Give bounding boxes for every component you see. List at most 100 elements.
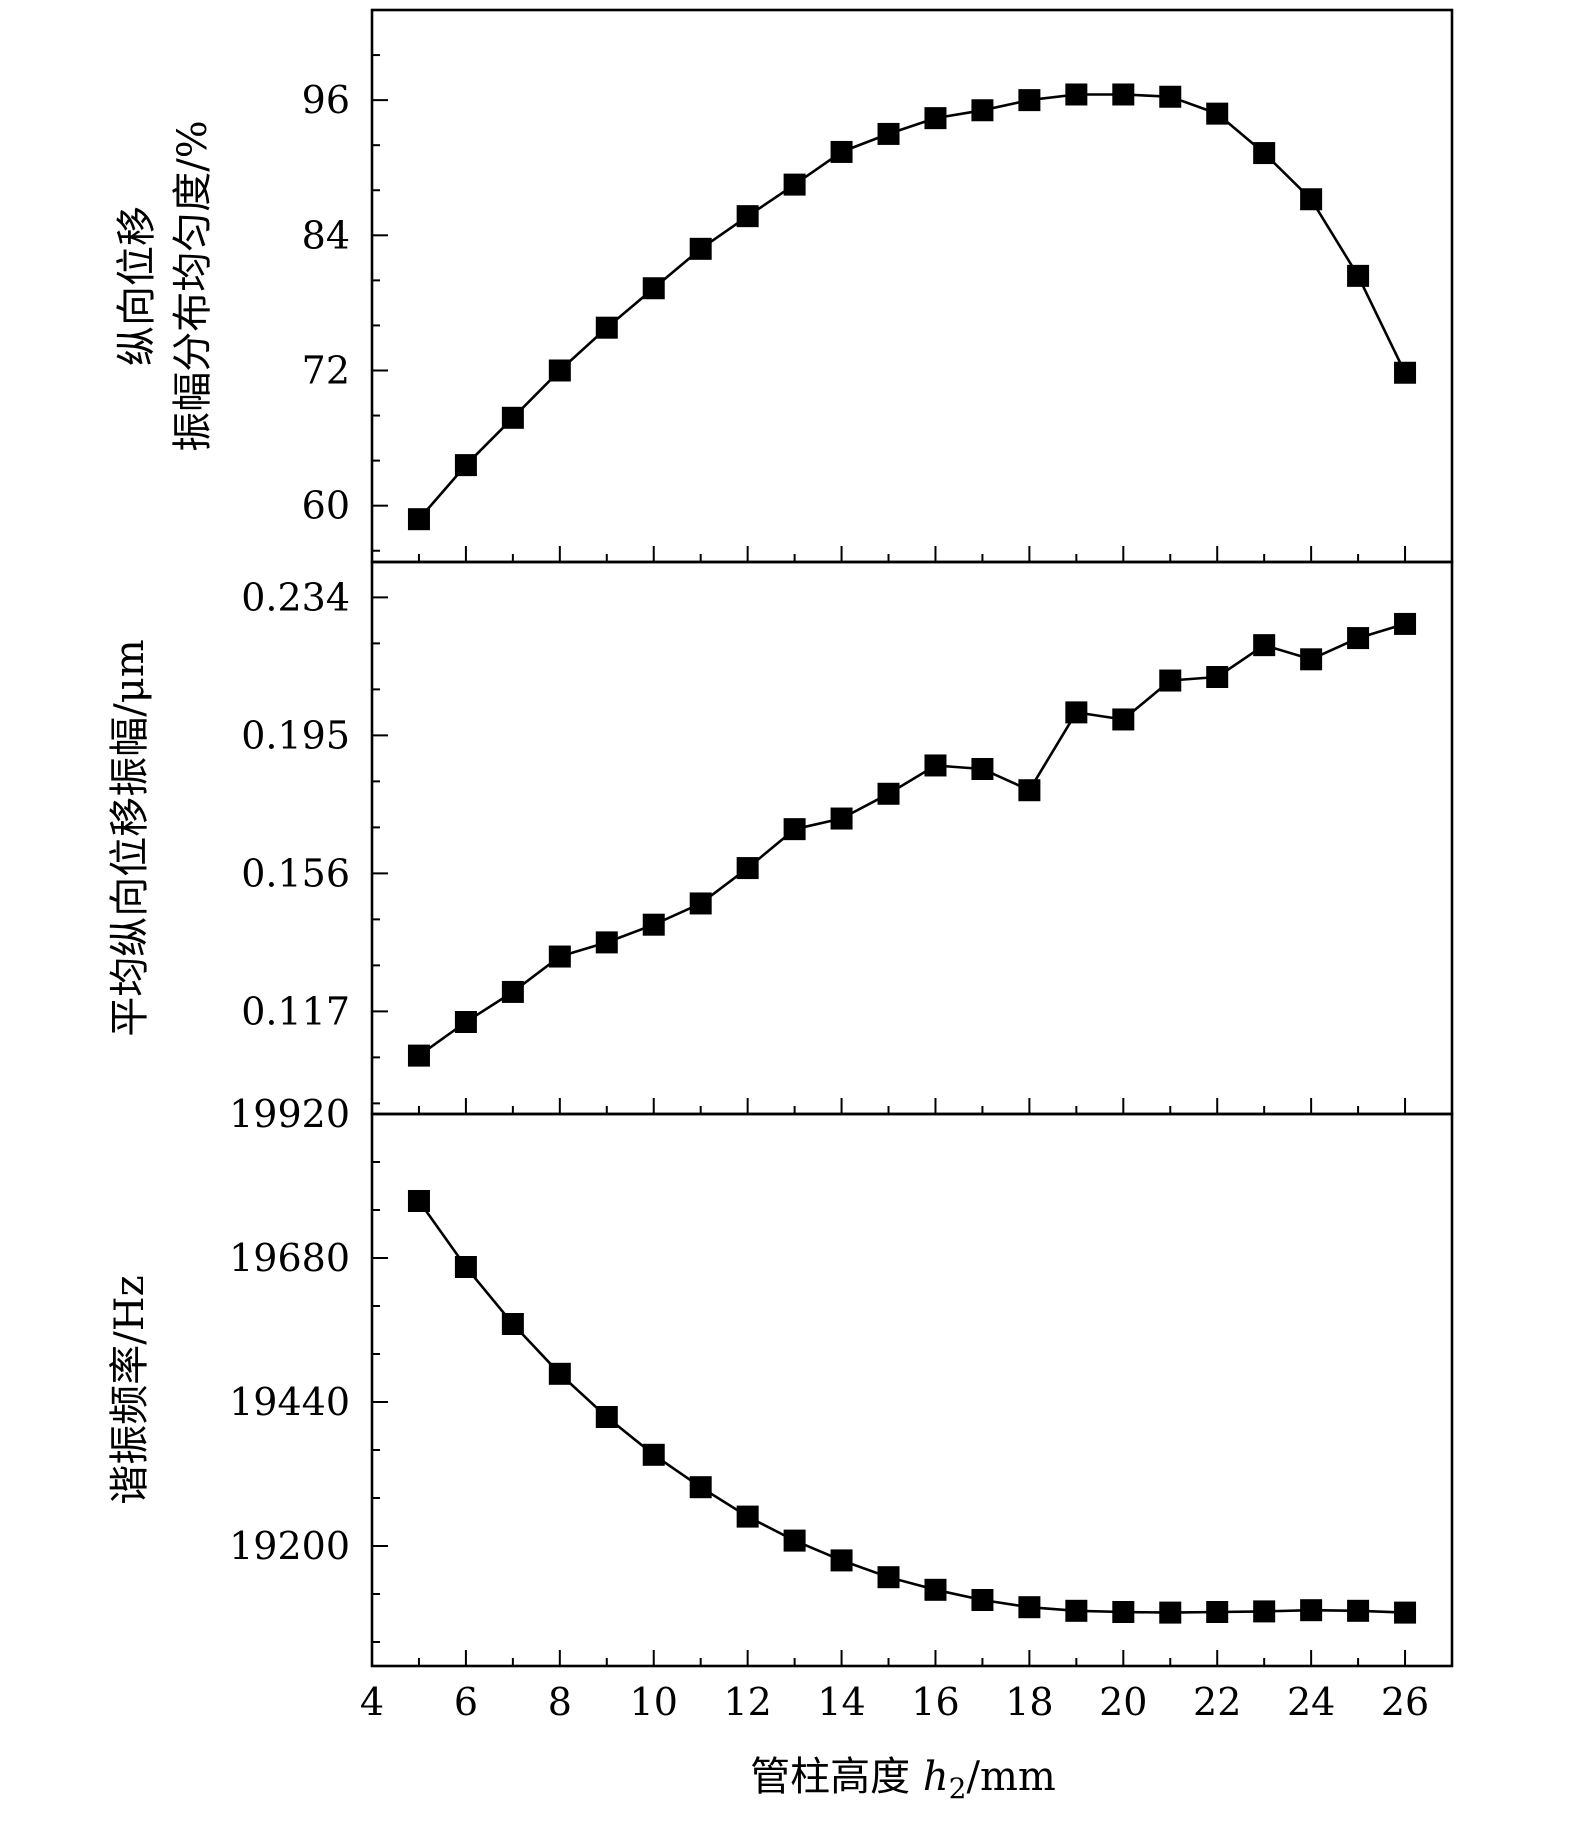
- data-point-marker: [1394, 612, 1417, 635]
- data-point-marker: [830, 140, 853, 163]
- y-tick-label: 19920: [229, 1092, 350, 1136]
- data-point-marker: [1206, 666, 1229, 688]
- data-point-marker: [407, 508, 430, 531]
- x-tick-label: 26: [1381, 1680, 1429, 1724]
- data-point-marker: [642, 913, 665, 936]
- y-tick-label: 0.156: [241, 851, 350, 895]
- y-tick-label: 84: [302, 213, 350, 257]
- data-point-marker: [595, 931, 618, 954]
- x-tick-label: 24: [1287, 1680, 1335, 1724]
- x-axis-label-sub: 2: [949, 1772, 967, 1805]
- x-axis-label-var: h: [923, 1754, 949, 1800]
- data-point-marker: [454, 1011, 477, 1033]
- data-point-marker: [548, 1362, 571, 1385]
- data-point-marker: [1206, 102, 1229, 125]
- data-point-marker: [971, 1589, 994, 1611]
- plot-frame: [370, 1112, 1454, 1668]
- x-tick-label: 12: [723, 1680, 771, 1724]
- data-point-marker: [689, 237, 712, 260]
- y-tick-label: 19680: [229, 1236, 350, 1280]
- chart-panel-bottom: 19200 19440 19680 19920 谐振频率/Hz: [107, 1092, 1454, 1668]
- data-point-marker: [1394, 1601, 1417, 1624]
- data-point-marker: [501, 1313, 524, 1335]
- x-tick-label: 6: [454, 1680, 478, 1724]
- data-point-marker: [971, 758, 994, 780]
- data-point-marker: [877, 1566, 900, 1589]
- data-point-marker: [1159, 1601, 1182, 1624]
- y-tick-label: 19200: [229, 1524, 350, 1568]
- y-axis-label-line: 纵向位移: [114, 206, 160, 366]
- data-point-marker: [1112, 1601, 1135, 1623]
- data-point-marker: [830, 1549, 853, 1572]
- x-tick-label: 20: [1099, 1680, 1147, 1724]
- x-tick-label: 22: [1193, 1680, 1241, 1724]
- y-tick-label: 0.234: [241, 575, 350, 619]
- data-point-marker: [1300, 648, 1323, 671]
- y-tick-label: 60: [302, 484, 350, 528]
- data-point-marker: [877, 122, 900, 145]
- data-point-marker: [1300, 188, 1323, 211]
- series-line: [417, 1200, 1406, 1614]
- plot-frame: [370, 560, 1454, 1116]
- data-point-marker: [783, 1529, 806, 1552]
- data-point-marker: [407, 1190, 430, 1212]
- data-point-marker: [924, 107, 947, 130]
- data-point-marker: [783, 818, 806, 841]
- x-tick-label: 14: [817, 1680, 865, 1724]
- chart-panel-top: 60 72 84 96 纵向位移 振幅分布均匀度/%: [114, 8, 1454, 564]
- data-point-marker: [407, 1044, 430, 1067]
- data-point-marker: [1253, 634, 1276, 657]
- data-point-marker: [454, 454, 477, 477]
- x-axis-label-prefix: 管柱高度: [750, 1754, 923, 1800]
- data-point-marker: [595, 1406, 618, 1428]
- data-point-marker: [783, 173, 806, 196]
- x-tick-label: 4: [360, 1680, 384, 1724]
- x-tick-label: 8: [548, 1680, 572, 1724]
- series-line: [418, 622, 1406, 1057]
- data-point-marker: [1112, 708, 1135, 731]
- data-point-marker: [501, 980, 524, 1003]
- series-line: [418, 93, 1407, 521]
- data-point-marker: [1394, 361, 1417, 384]
- data-point-marker: [548, 945, 571, 968]
- data-point-marker: [1018, 779, 1041, 802]
- data-point-marker: [1018, 1596, 1041, 1619]
- data-point-marker: [642, 1443, 665, 1466]
- data-point-marker: [924, 1578, 947, 1601]
- data-point-marker: [642, 277, 665, 300]
- data-point-marker: [1112, 83, 1135, 106]
- data-point-marker: [1206, 1601, 1229, 1623]
- data-point-marker: [830, 807, 853, 830]
- chart-panel-middle: 0.117 0.156 0.195 0.234 平均纵向位移振幅/μm: [107, 560, 1454, 1116]
- data-point-marker: [1065, 701, 1088, 724]
- data-point-marker: [689, 1476, 712, 1499]
- data-point-marker: [1065, 83, 1088, 106]
- data-point-marker: [736, 857, 759, 880]
- data-point-marker: [1253, 142, 1276, 165]
- x-axis-label-unit: /mm: [966, 1754, 1055, 1800]
- data-point-marker: [595, 316, 618, 339]
- data-point-marker: [1018, 89, 1041, 112]
- y-tick-label: 72: [302, 348, 350, 392]
- data-point-marker: [1253, 1600, 1276, 1623]
- data-point-marker: [1159, 669, 1182, 692]
- data-point-marker: [1347, 627, 1370, 650]
- data-point-marker: [454, 1256, 477, 1278]
- y-tick-label: 0.117: [241, 989, 350, 1033]
- y-tick-label: 96: [302, 78, 350, 122]
- data-point-marker: [1159, 85, 1182, 108]
- data-point-marker: [971, 99, 994, 122]
- y-axis-label: 平均纵向位移振幅/μm: [107, 639, 153, 1036]
- x-tick-label: 10: [630, 1680, 678, 1724]
- plot-frame: [370, 8, 1454, 564]
- data-point-marker: [501, 406, 524, 429]
- x-axis-label: 管柱高度 h2/mm: [750, 1754, 1056, 1805]
- data-point-marker: [1065, 1599, 1088, 1622]
- y-axis-label: 谐振频率/Hz: [107, 1275, 153, 1504]
- data-point-marker: [689, 892, 712, 915]
- data-point-marker: [548, 359, 571, 382]
- data-point-marker: [1347, 1599, 1370, 1622]
- data-point-marker: [924, 754, 947, 777]
